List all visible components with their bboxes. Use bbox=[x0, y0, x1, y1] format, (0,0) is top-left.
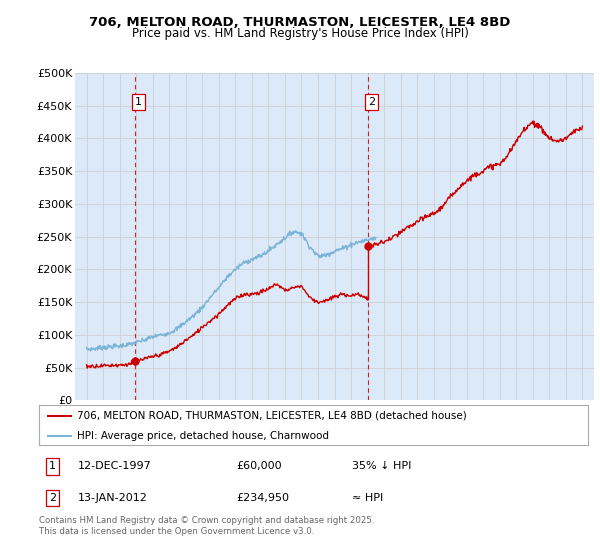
Text: 2: 2 bbox=[368, 97, 375, 108]
Text: HPI: Average price, detached house, Charnwood: HPI: Average price, detached house, Char… bbox=[77, 431, 329, 441]
Text: £60,000: £60,000 bbox=[236, 461, 282, 472]
Text: £234,950: £234,950 bbox=[236, 493, 290, 503]
Text: Contains HM Land Registry data © Crown copyright and database right 2025.
This d: Contains HM Land Registry data © Crown c… bbox=[39, 516, 374, 536]
Text: Price paid vs. HM Land Registry's House Price Index (HPI): Price paid vs. HM Land Registry's House … bbox=[131, 27, 469, 40]
Text: 35% ↓ HPI: 35% ↓ HPI bbox=[352, 461, 412, 472]
Text: 706, MELTON ROAD, THURMASTON, LEICESTER, LE4 8BD: 706, MELTON ROAD, THURMASTON, LEICESTER,… bbox=[89, 16, 511, 29]
Text: 1: 1 bbox=[49, 461, 56, 472]
Text: 706, MELTON ROAD, THURMASTON, LEICESTER, LE4 8BD (detached house): 706, MELTON ROAD, THURMASTON, LEICESTER,… bbox=[77, 411, 467, 421]
Text: 12-DEC-1997: 12-DEC-1997 bbox=[77, 461, 151, 472]
Text: 1: 1 bbox=[135, 97, 142, 108]
Text: ≈ HPI: ≈ HPI bbox=[352, 493, 383, 503]
Text: 2: 2 bbox=[49, 493, 56, 503]
Text: 13-JAN-2012: 13-JAN-2012 bbox=[77, 493, 148, 503]
